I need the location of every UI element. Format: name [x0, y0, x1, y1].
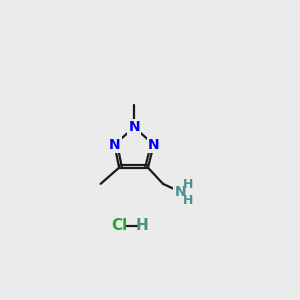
Text: H: H [136, 218, 148, 233]
Text: H: H [183, 178, 193, 191]
Text: Cl: Cl [111, 218, 127, 233]
Text: N: N [148, 138, 160, 152]
Text: N: N [175, 185, 186, 199]
Text: N: N [109, 138, 120, 152]
Text: N: N [128, 120, 140, 134]
Text: H: H [183, 194, 193, 206]
